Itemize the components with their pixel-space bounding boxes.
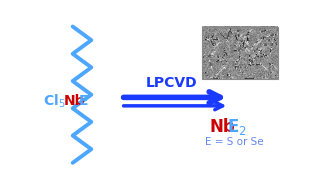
Text: Nb: Nb: [210, 118, 236, 136]
Text: E = S or Se: E = S or Se: [205, 137, 264, 147]
Text: E: E: [79, 94, 89, 108]
Text: LPCVD: LPCVD: [145, 76, 197, 90]
Text: E$_2$: E$_2$: [227, 117, 247, 137]
Text: Cl$_5$: Cl$_5$: [43, 93, 66, 110]
Bar: [202, 26, 278, 79]
Text: Nb: Nb: [64, 94, 86, 108]
